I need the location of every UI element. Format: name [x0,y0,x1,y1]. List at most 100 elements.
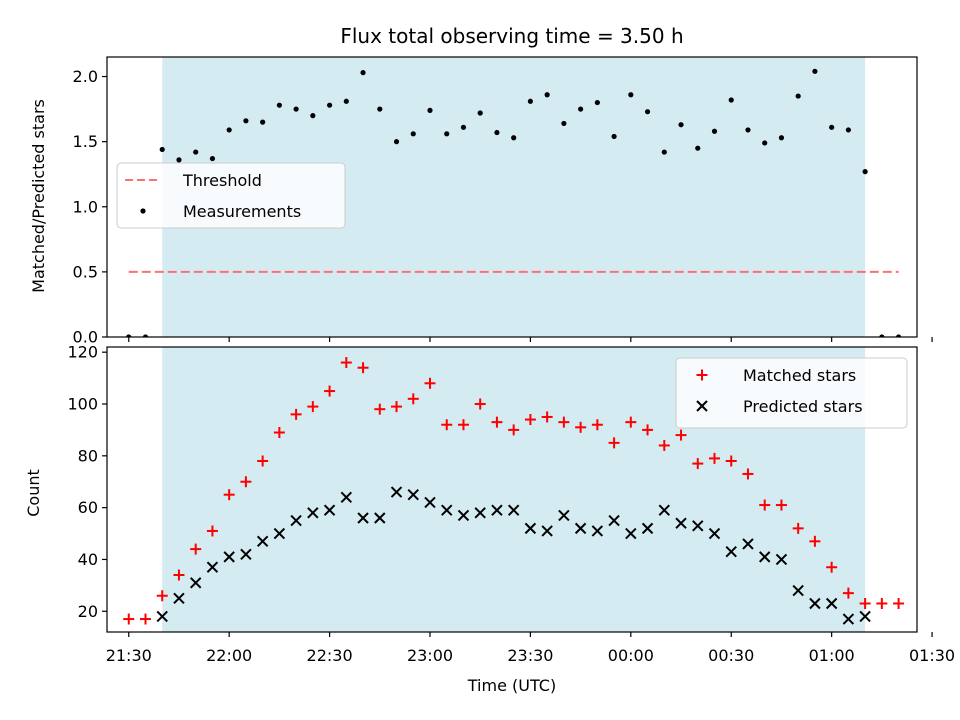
predicted-star-marker [374,512,386,524]
matched-star-marker [257,455,269,467]
measurement-point [260,119,266,125]
measurement-point [711,128,718,134]
predicted-star-marker [223,551,235,563]
predicted-star-marker [256,535,269,548]
predicted-star-marker [775,553,788,566]
predicted-star-marker [842,613,855,625]
predicted-star-marker [474,507,486,519]
bottom-y-tick-label: 40 [78,550,98,569]
predicted-star-marker-b [441,504,453,516]
x-tick-label: 00:00 [608,646,654,665]
measurement-point [611,133,617,140]
top-plot-area [126,68,902,337]
matched-star-marker [591,419,603,431]
measurement-point [243,118,249,124]
matched-star-marker [223,489,235,501]
predicted-star-marker-b [859,610,871,623]
bottom-legend-box [675,357,908,429]
measurement-point [142,334,149,337]
measurement-point [678,122,684,128]
predicted-star-marker-b [775,553,788,566]
predicted-star-marker-b [524,522,537,535]
predicted-star-marker [156,610,168,623]
predicted-star-marker [173,592,185,605]
measurement-point [795,93,801,99]
matched-star-marker [842,587,854,599]
measurement-point [326,102,333,108]
matched-star-marker [709,452,720,464]
predicted-star-marker [574,522,587,535]
predicted-star-marker [859,610,871,623]
predicted-star-marker-b [457,509,470,522]
predicted-star-marker-b [323,504,336,516]
predicted-star-marker-b [340,491,353,503]
legend-label: Predicted stars [743,397,863,416]
measurement-point [494,129,500,136]
matched-star-marker [809,535,821,547]
predicted-star-marker-b [206,561,219,573]
legend-matched-swatch [696,369,708,381]
matched-star-marker [407,393,419,405]
predicted-star-marker [323,504,336,516]
measurement-point [728,97,734,103]
bottom-y-tick-label: 80 [78,446,98,465]
matched-star-marker [775,499,787,511]
matched-star-marker [692,458,704,470]
matched-star-marker [374,403,386,415]
predicted-star-marker-b [641,522,654,535]
top-y-tick-label: 0.0 [73,328,98,347]
predicted-star-marker-b [474,507,486,519]
matched-star-marker [457,419,469,431]
predicted-star-marker [608,514,620,527]
predicted-star-marker-b [424,496,436,509]
predicted-star-marker-b [290,514,302,527]
measurement-point [845,127,851,133]
bottom-legend: Matched stars Predicted stars [675,357,908,429]
measurement-point [310,113,316,119]
matched-star-marker [273,427,285,438]
predicted-star-marker-b [390,486,403,498]
predicted-star-marker [357,512,369,524]
legend-label: Threshold [182,171,262,190]
matched-star-marker [240,476,252,488]
predicted-star-marker-b [407,488,419,501]
measurement-point [594,99,600,106]
predicted-star-marker [641,522,654,535]
matched-star-marker [725,455,737,467]
matched-star-marker [206,525,218,537]
measurement-point [226,127,232,133]
legend-measurement-swatch [140,208,146,214]
predicted-star-marker-b [742,538,754,550]
top-axes-frame [106,56,918,338]
predicted-star-marker [189,577,202,589]
x-tick-label: 23:30 [507,646,553,665]
predicted-star-marker [675,517,687,529]
matched-star-marker [792,522,804,534]
matched-star-marker [139,613,151,625]
predicted-star-marker [725,545,737,558]
matched-star-marker [541,411,553,423]
measurement-point [661,149,667,155]
top-panel: 0.0 0.5 1.0 1.5 2.0 Threshold Measurements [73,56,933,347]
measurement-point [159,146,165,153]
predicted-star-marker-b [507,504,520,516]
matched-star-marker [508,424,520,436]
bottom-y-tick-label: 60 [78,498,98,517]
matched-star-marker [156,590,168,602]
matched-star-marker [625,416,637,428]
measurement-point [377,106,383,112]
predicted-star-marker-b [558,509,570,522]
measurement-point [511,135,517,141]
x-tick-label: 00:30 [708,646,754,665]
predicted-star-marker [390,486,403,498]
predicted-star-marker [240,548,252,560]
measurement-point [879,334,885,337]
predicted-star-marker-b [307,507,319,519]
predicted-star-marker-b [240,548,252,560]
predicted-star-marker [792,584,804,597]
predicted-star-marker [708,527,721,540]
matched-star-marker [391,401,403,413]
matched-star-marker [424,377,436,389]
legend-predicted-swatch [696,400,708,412]
